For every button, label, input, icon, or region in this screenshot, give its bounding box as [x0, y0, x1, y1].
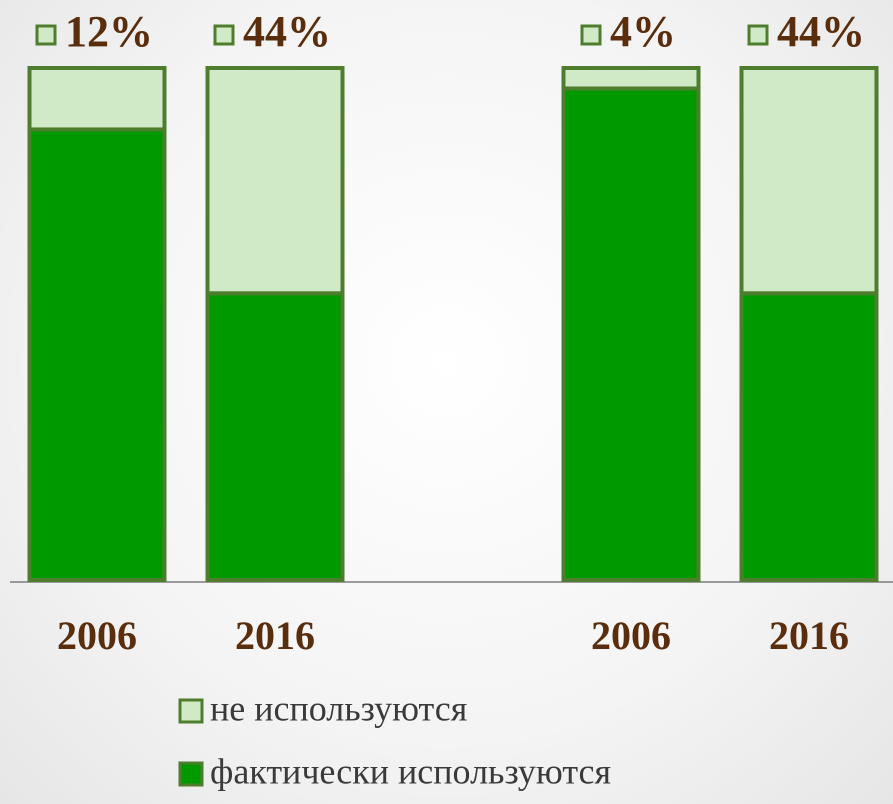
bar-segment [561, 86, 701, 582]
legend-label: не используются [210, 688, 467, 728]
bar-segment [27, 127, 167, 582]
value-label-icon [213, 24, 235, 46]
value-label-icon [580, 24, 602, 46]
value-label: 44% [777, 7, 865, 56]
legend-icon [178, 761, 204, 787]
bar-segment [739, 66, 879, 296]
legend-icon [178, 698, 204, 724]
legend-label: фактически используются [210, 751, 611, 791]
value-label: 12% [65, 7, 153, 56]
value-label-icon [35, 24, 57, 46]
value-label: 44% [243, 7, 331, 56]
value-label-icon [747, 24, 769, 46]
bar-segment [27, 66, 167, 132]
bar-segment [205, 291, 345, 582]
bar-segment [561, 66, 701, 91]
bar-segment [205, 66, 345, 296]
x-tick-label: 2016 [235, 613, 315, 658]
x-tick-label: 2006 [591, 613, 671, 658]
x-tick-label: 2006 [57, 613, 137, 658]
x-tick-label: 2016 [769, 613, 849, 658]
bar-segment [739, 291, 879, 582]
value-label: 4% [610, 7, 676, 56]
